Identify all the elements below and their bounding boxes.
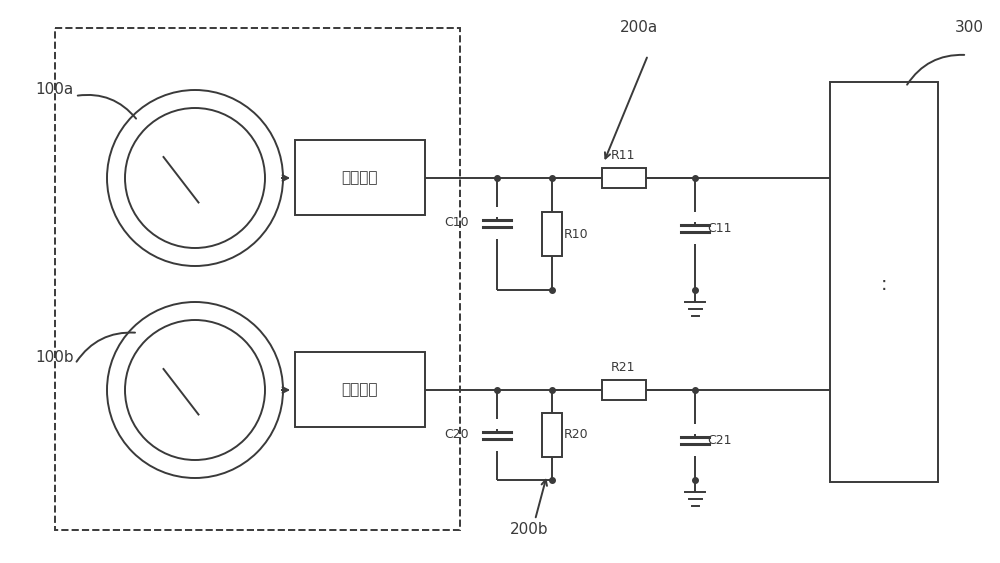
Text: C11: C11 xyxy=(707,221,732,235)
Text: 200a: 200a xyxy=(620,20,658,35)
Bar xyxy=(542,212,562,256)
Text: R10: R10 xyxy=(564,227,589,240)
Text: 300: 300 xyxy=(955,20,984,35)
Bar xyxy=(55,28,460,530)
Bar xyxy=(542,413,562,457)
Text: R20: R20 xyxy=(564,428,589,441)
Bar xyxy=(602,168,646,188)
Text: C20: C20 xyxy=(444,428,469,441)
Bar xyxy=(295,352,425,427)
Text: :: : xyxy=(881,275,887,293)
Text: 电压信号: 电压信号 xyxy=(342,170,378,185)
Bar xyxy=(295,140,425,215)
Text: R11: R11 xyxy=(611,149,636,162)
Text: 电压信号: 电压信号 xyxy=(342,382,378,397)
Text: C21: C21 xyxy=(707,434,732,446)
Text: 100a: 100a xyxy=(35,83,73,97)
Text: 100b: 100b xyxy=(35,351,74,365)
Text: 200b: 200b xyxy=(510,522,549,538)
Bar xyxy=(602,380,646,400)
Text: R21: R21 xyxy=(611,361,636,374)
Bar xyxy=(830,82,938,482)
Text: C10: C10 xyxy=(444,217,469,230)
